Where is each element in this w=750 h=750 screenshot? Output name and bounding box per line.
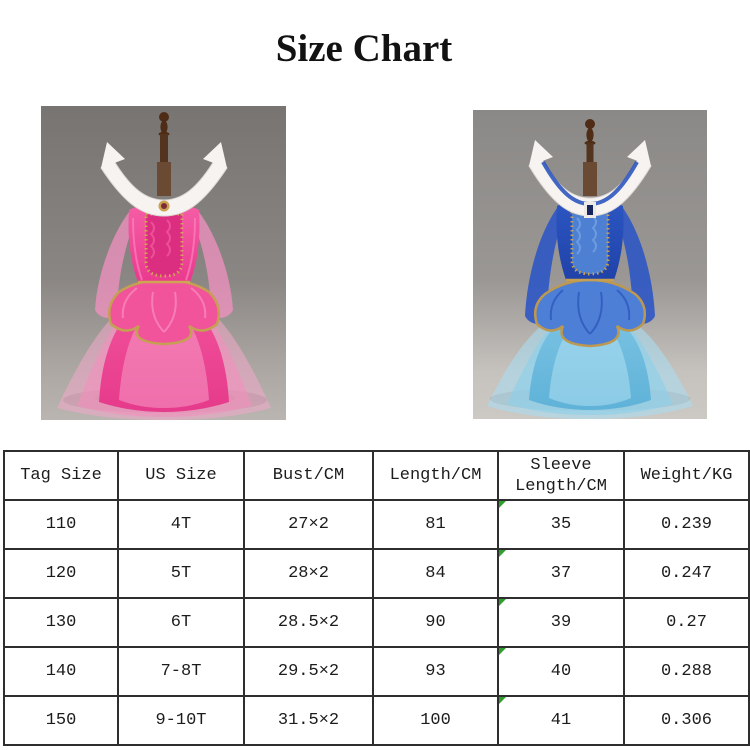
size-row: 130 6T 28.5×2 90 39 0.27 — [3, 597, 750, 648]
column-header: Bust/CM — [243, 450, 374, 501]
size-cell: 35 — [497, 499, 625, 550]
green-corner-marker — [500, 698, 506, 704]
size-cell: 0.288 — [623, 646, 750, 697]
column-header: Sleeve Length/CM — [497, 450, 625, 501]
size-cell: 0.27 — [623, 597, 750, 648]
size-cell: 28.5×2 — [243, 597, 374, 648]
page-title: Size Chart — [275, 27, 453, 70]
mannequin-stand — [583, 119, 597, 196]
size-cell: 0.239 — [623, 499, 750, 550]
long-sleeves — [525, 208, 655, 324]
bodice — [128, 202, 200, 284]
size-cell: 84 — [372, 548, 499, 599]
size-cell: 110 — [3, 499, 119, 550]
mannequin-stand — [157, 112, 171, 196]
size-row: 110 4T 27×2 81 35 0.239 — [3, 499, 750, 550]
size-table: Tag Size US Size Bust/CM Length/CM Sleeve Le… — [3, 450, 750, 746]
green-corner-marker — [500, 600, 506, 606]
size-cell: 9-10T — [117, 695, 245, 746]
blue-dress-photo — [473, 110, 707, 419]
size-cell: 29.5×2 — [243, 646, 374, 697]
size-cell: 0.247 — [623, 548, 750, 599]
blue-dress-illustration — [473, 110, 707, 419]
size-cell: 90 — [372, 597, 499, 648]
tulle-skirt — [487, 310, 693, 419]
green-corner-marker — [500, 649, 506, 655]
size-row: 120 5T 28×2 84 37 0.247 — [3, 548, 750, 599]
green-corner-marker — [500, 502, 506, 508]
size-cell: 7-8T — [117, 646, 245, 697]
bodice-center-panel — [572, 210, 608, 274]
size-cell: 140 — [3, 646, 119, 697]
pink-dress-photo — [41, 106, 286, 420]
peplum-petals — [108, 278, 220, 346]
size-cell: 40 — [497, 646, 625, 697]
size-cell: 4T — [117, 499, 245, 550]
collar-brooch — [158, 200, 170, 212]
green-corner-marker — [500, 551, 506, 557]
bodice — [556, 198, 624, 282]
size-cell: 27×2 — [243, 499, 374, 550]
size-cell: 130 — [3, 597, 119, 648]
collar — [100, 142, 228, 217]
size-cell: 93 — [372, 646, 499, 697]
size-cell: 81 — [372, 499, 499, 550]
size-cell: 0.306 — [623, 695, 750, 746]
size-cell: 150 — [3, 695, 119, 746]
sheer-sleeves — [95, 212, 233, 318]
size-cell: 41 — [497, 695, 625, 746]
column-header: US Size — [117, 450, 245, 501]
size-row: 150 9-10T 31.5×2 100 41 0.306 — [3, 695, 750, 746]
column-header: Length/CM — [372, 450, 499, 501]
collar — [528, 140, 652, 217]
column-header: Weight/KG — [623, 450, 750, 501]
size-cell: 6T — [117, 597, 245, 648]
size-cell: 39 — [497, 597, 625, 648]
size-cell: 100 — [372, 695, 499, 746]
size-cell: 37 — [497, 548, 625, 599]
collar-pendant — [584, 202, 596, 218]
size-cell: 120 — [3, 548, 119, 599]
bodice-center-panel — [146, 214, 182, 276]
size-cell: 28×2 — [243, 548, 374, 599]
size-row: 140 7-8T 29.5×2 93 40 0.288 — [3, 646, 750, 697]
peplum-petals — [534, 278, 646, 348]
size-cell: 5T — [117, 548, 245, 599]
size-cell: 31.5×2 — [243, 695, 374, 746]
pink-dress-illustration — [41, 106, 286, 420]
header-row: Tag Size US Size Bust/CM Length/CM Sleeve Le… — [3, 450, 750, 501]
column-header: Tag Size — [3, 450, 119, 501]
